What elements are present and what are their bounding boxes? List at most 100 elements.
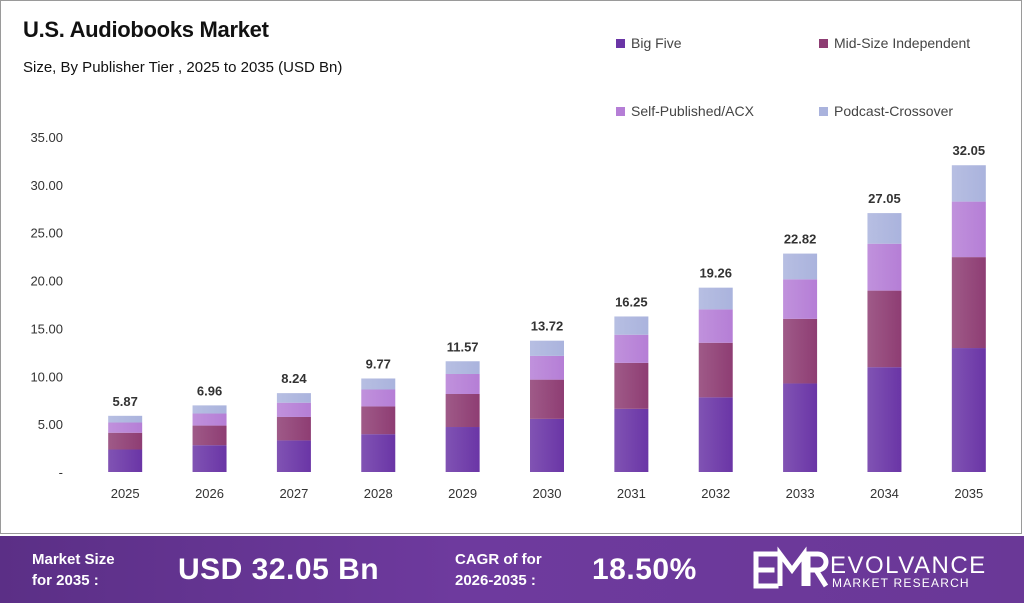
y-tick-label: 20.00 [30, 274, 63, 289]
cagr-value: 18.50% [592, 553, 697, 586]
legend-item-mid-size[interactable]: Mid-Size Independent [819, 35, 970, 51]
bar-segment-mid-size-independent [530, 379, 564, 419]
bar-segment-mid-size-independent [614, 362, 649, 409]
chart-plot: - 5.00 10.00 15.00 20.00 25.00 30.00 35.00 5.87 2… [30, 130, 986, 501]
bar-segment-podcast-crossover [276, 393, 311, 403]
bar-segment-big-five [445, 427, 480, 472]
bar-total-label: 6.96 [197, 383, 222, 398]
y-tick-label: 5.00 [38, 417, 63, 432]
bar-segment-podcast-crossover [530, 340, 564, 356]
x-tick-label: 2032 [701, 486, 730, 501]
x-tick-label: 2035 [954, 486, 983, 501]
bar-segment-self-published-acx [445, 373, 480, 394]
bar-segment-mid-size-independent [192, 425, 227, 446]
bar-segment-mid-size-independent [867, 290, 902, 368]
legend-swatch-podcast [819, 106, 828, 116]
x-tick-label: 2025 [111, 486, 140, 501]
bar-segment-self-published-acx [783, 279, 818, 319]
market-size-label: Market Size for 2035 : [32, 549, 115, 591]
bar-segment-self-published-acx [867, 243, 902, 291]
legend-label-self-published: Self-Published/ACX [631, 103, 754, 119]
bar-segment-mid-size-independent [783, 318, 818, 384]
bar-segment-self-published-acx [108, 422, 143, 433]
bar-segment-big-five [951, 348, 986, 472]
bar-segment-self-published-acx [614, 334, 649, 363]
legend-label-big-five: Big Five [631, 35, 682, 51]
bar-segment-self-published-acx [192, 413, 227, 426]
cagr-label: CAGR of for 2026-2035 : [455, 549, 542, 591]
bar-segment-podcast-crossover [951, 165, 986, 202]
legend-label-podcast: Podcast-Crossover [834, 103, 954, 119]
bar-segment-podcast-crossover [108, 415, 143, 423]
bar-total-label: 13.72 [531, 319, 564, 334]
x-tick-label: 2029 [448, 486, 477, 501]
x-tick-label: 2031 [617, 486, 646, 501]
legend-swatch-self-published [616, 106, 625, 116]
market-size-label-line1: Market Size [32, 551, 115, 568]
market-size-value: USD 32.05 Bn [178, 553, 380, 586]
bar-total-label: 11.57 [447, 339, 479, 354]
legend-item-self-published[interactable]: Self-Published/ACX [616, 103, 754, 119]
bar-total-label: 8.24 [281, 371, 307, 386]
bar-segment-podcast-crossover [361, 378, 396, 390]
bar-segment-podcast-crossover [698, 287, 733, 310]
bar-segment-mid-size-independent [698, 342, 733, 398]
y-tick-label: 35.00 [30, 130, 63, 145]
bar-segment-mid-size-independent [276, 416, 311, 441]
bar-segment-big-five [698, 397, 733, 472]
bar-segment-big-five [614, 408, 649, 472]
bar-total-label: 27.05 [868, 191, 901, 206]
bar-segment-podcast-crossover [783, 253, 818, 280]
legend-swatch-big-five [616, 38, 625, 48]
bar-total-label: 19.26 [699, 266, 732, 281]
bar-segment-podcast-crossover [614, 316, 649, 335]
bar-segment-self-published-acx [530, 355, 564, 380]
bar-segment-podcast-crossover [445, 361, 480, 374]
x-tick-label: 2028 [364, 486, 393, 501]
bar-segment-big-five [108, 449, 143, 472]
bar-segment-self-published-acx [951, 201, 986, 258]
bar-segment-self-published-acx [361, 389, 396, 407]
bar-segment-mid-size-independent [445, 393, 480, 428]
bar-total-label: 32.05 [953, 143, 986, 158]
y-tick-label: 25.00 [30, 226, 63, 241]
bar-segment-self-published-acx [276, 402, 311, 417]
footer-banner: Market Size for 2035 : USD 32.05 Bn CAGR… [0, 536, 1024, 603]
legend-item-big-five[interactable]: Big Five [616, 35, 682, 51]
chart-panel: U.S. Audiobooks Market Size, By Publishe… [0, 0, 1022, 534]
bar-segment-big-five [361, 434, 396, 472]
bar-segment-mid-size-independent [108, 432, 143, 450]
market-size-label-line2: for 2035 : [32, 572, 99, 589]
bar-total-label: 22.82 [784, 232, 817, 247]
bar-segment-big-five [530, 418, 564, 472]
cagr-label-line1: CAGR of for [455, 551, 542, 568]
x-tick-label: 2033 [786, 486, 815, 501]
legend-label-mid-size: Mid-Size Independent [834, 35, 971, 51]
y-tick-label: 30.00 [30, 178, 63, 193]
y-tick-label: - [59, 465, 63, 480]
bar-segment-mid-size-independent [951, 257, 986, 349]
x-tick-label: 2027 [279, 486, 308, 501]
bar-segment-big-five [867, 367, 902, 472]
bar-segment-self-published-acx [698, 309, 733, 343]
x-tick-label: 2034 [870, 486, 899, 501]
bar-segment-mid-size-independent [361, 406, 396, 435]
bar-segment-podcast-crossover [867, 213, 902, 244]
evolvance-logo-icon [753, 546, 829, 589]
y-tick-label: 10.00 [30, 369, 63, 384]
chart-subtitle: Size, By Publisher Tier , 2025 to 2035 (… [23, 59, 343, 76]
bar-segment-big-five [783, 383, 818, 472]
brand-name: EVOLVANCE [830, 552, 987, 579]
bar-segment-big-five [192, 445, 227, 472]
x-tick-label: 2026 [195, 486, 224, 501]
bar-segment-podcast-crossover [192, 405, 227, 414]
bar-total-label: 16.25 [615, 294, 648, 309]
bar-total-label: 5.87 [113, 394, 138, 409]
cagr-label-line2: 2026-2035 : [455, 572, 536, 589]
y-tick-label: 15.00 [30, 321, 63, 336]
legend-item-podcast[interactable]: Podcast-Crossover [819, 103, 953, 119]
legend-swatch-mid-size [819, 38, 828, 48]
bar-segment-big-five [276, 440, 311, 472]
x-tick-label: 2030 [533, 486, 562, 501]
brand-subtitle: MARKET RESEARCH [832, 576, 970, 590]
